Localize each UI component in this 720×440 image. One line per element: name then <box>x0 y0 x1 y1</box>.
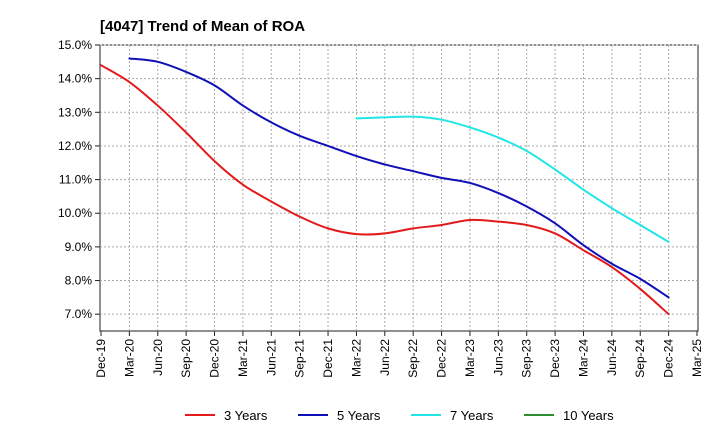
legend-item-7-years: 7 Years <box>411 408 494 423</box>
x-tick-label: Jun-24 <box>605 339 619 376</box>
y-axis-ticks: 7.0% 8.0% 9.0% 10.0% 11.0% 12.0% 13.0% 14.0% 15.… <box>58 38 100 321</box>
x-tick-label: Jun-20 <box>151 339 165 376</box>
series-line-3-years <box>100 64 670 316</box>
legend-label-10-years: 10 Years <box>563 408 614 423</box>
legend-item-3-years: 3 Years <box>185 408 268 423</box>
y-tick-label: 13.0% <box>58 105 92 119</box>
y-tick-label: 14.0% <box>58 72 92 86</box>
x-tick-label: Dec-23 <box>548 339 562 378</box>
x-tick-label: Dec-21 <box>321 339 335 378</box>
x-tick-label: Dec-20 <box>208 339 222 378</box>
x-tick-label: Jun-21 <box>264 339 278 376</box>
y-tick-label: 9.0% <box>65 240 93 254</box>
legend-label-3-years: 3 Years <box>224 408 268 423</box>
x-tick-label: Dec-22 <box>435 339 449 378</box>
x-tick-label: Mar-20 <box>122 339 136 377</box>
y-tick-label: 12.0% <box>58 139 92 153</box>
legend-label-5-years: 5 Years <box>337 408 381 423</box>
x-tick-label: Mar-23 <box>463 339 477 377</box>
x-tick-label: Mar-21 <box>236 339 250 377</box>
legend: 3 Years 5 Years 7 Years 10 Years <box>185 408 614 423</box>
y-tick-label: 10.0% <box>58 206 92 220</box>
chart-title: [4047] Trend of Mean of ROA <box>100 18 305 35</box>
x-tick-label: Sep-21 <box>293 339 307 378</box>
plot-area <box>99 44 699 332</box>
legend-item-5-years: 5 Years <box>298 408 381 423</box>
x-tick-label: Sep-24 <box>633 339 647 378</box>
x-tick-label: Mar-25 <box>690 339 704 377</box>
series-line-7-years <box>355 115 670 243</box>
x-tick-label: Dec-24 <box>662 339 676 378</box>
y-tick-label: 8.0% <box>65 274 93 288</box>
y-tick-label: 15.0% <box>58 38 92 52</box>
y-tick-label: 11.0% <box>59 173 92 187</box>
x-tick-label: Dec-19 <box>94 339 108 378</box>
series-lines <box>100 57 670 316</box>
series-line-5-years <box>128 57 670 299</box>
x-tick-label: Mar-24 <box>576 339 590 377</box>
x-tick-label: Sep-23 <box>520 339 534 378</box>
x-tick-label: Sep-20 <box>179 339 193 378</box>
x-tick-label: Mar-22 <box>349 339 363 377</box>
x-axis-ticks: Dec-19 Mar-20 Jun-20 Sep-20 Dec-20 Mar-21 Jun-… <box>94 331 704 378</box>
y-tick-label: 7.0% <box>65 307 93 321</box>
x-tick-label: Jun-22 <box>378 339 392 376</box>
legend-item-10-years: 10 Years <box>524 408 614 423</box>
x-tick-label: Sep-22 <box>406 339 420 378</box>
x-tick-label: Jun-23 <box>491 339 505 376</box>
legend-label-7-years: 7 Years <box>450 408 494 423</box>
